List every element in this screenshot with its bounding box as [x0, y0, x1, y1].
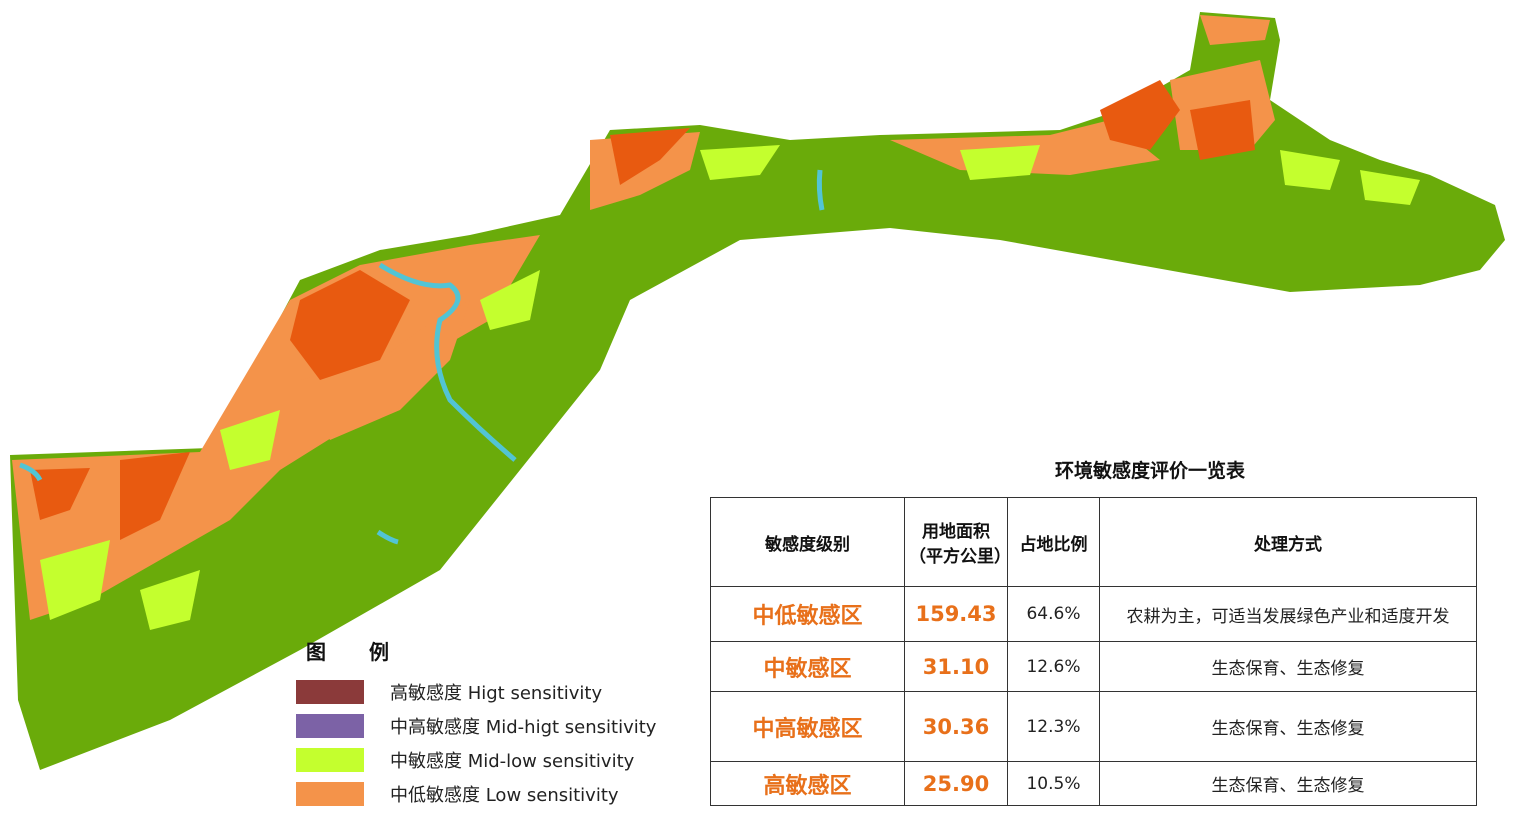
legend-item-mid-low: 中敏感度 Mid-low sensitivity [296, 743, 676, 777]
legend-item-low: 中低敏感度 Low sensitivity [296, 777, 676, 811]
cell-level: 中敏感区 [710, 641, 905, 692]
cell-ratio: 12.3% [1007, 691, 1100, 762]
cell-ratio: 12.6% [1007, 641, 1100, 692]
map-territory [10, 12, 1505, 770]
map-legend: 图 例 高敏感度 Higt sensitivity 中高敏感度 Mid-higt… [296, 636, 676, 811]
header-ratio: 占地比例 [1007, 497, 1100, 587]
legend-label: 中敏感度 Mid-low sensitivity [390, 751, 635, 772]
table-row: 中敏感区 31.10 12.6% 生态保育、生态修复 [710, 641, 1477, 692]
legend-item-high: 高敏感度 Higt sensitivity [296, 675, 676, 709]
cell-area: 30.36 [904, 691, 1008, 762]
legend-title: 图 例 [306, 640, 407, 664]
table-row: 高敏感区 25.90 10.5% 生态保育、生态修复 [710, 761, 1477, 806]
cell-treatment: 生态保育、生态修复 [1099, 761, 1477, 806]
table-title: 环境敏感度评价一览表 [1054, 460, 1245, 482]
cell-treatment: 农耕为主，可适当发展绿色产业和适度开发 [1099, 586, 1477, 642]
legend-swatch-mid-high [296, 714, 364, 738]
table-header-row: 敏感度级别 用地面积（平方公里） 占地比例 处理方式 [710, 497, 1477, 587]
cell-ratio: 10.5% [1007, 761, 1100, 806]
cell-treatment: 生态保育、生态修复 [1099, 641, 1477, 692]
legend-label: 中高敏感度 Mid-higt sensitivity [390, 717, 657, 738]
legend-swatch-high [296, 680, 364, 704]
table-row: 中高敏感区 30.36 12.3% 生态保育、生态修复 [710, 691, 1477, 762]
table-row: 中低敏感区 159.43 64.6% 农耕为主，可适当发展绿色产业和适度开发 [710, 586, 1477, 642]
cell-area: 159.43 [904, 586, 1008, 642]
legend-swatch-mid-low [296, 748, 364, 772]
river-features [19, 169, 825, 545]
header-level: 敏感度级别 [710, 497, 905, 587]
header-area: 用地面积（平方公里） [904, 497, 1011, 587]
cell-treatment: 生态保育、生态修复 [1099, 691, 1477, 762]
legend-item-mid-high: 中高敏感度 Mid-higt sensitivity [296, 709, 676, 743]
cell-level: 中低敏感区 [710, 586, 905, 642]
legend-swatch-low [296, 782, 364, 806]
cell-area: 25.90 [904, 761, 1008, 806]
cell-level: 中高敏感区 [710, 691, 905, 762]
orange-red-zones [30, 80, 1255, 540]
sensitivity-evaluation-table: 敏感度级别 用地面积（平方公里） 占地比例 处理方式 中低敏感区 159.43 … [710, 497, 1477, 806]
legend-label: 高敏感度 Higt sensitivity [390, 683, 603, 704]
cell-area: 31.10 [904, 641, 1008, 692]
mid-low-sensitivity-zones [40, 145, 1420, 630]
legend-label: 中低敏感度 Low sensitivity [390, 785, 619, 806]
header-treatment: 处理方式 [1099, 497, 1477, 587]
cell-ratio: 64.6% [1007, 586, 1100, 642]
cell-level: 高敏感区 [710, 761, 905, 806]
